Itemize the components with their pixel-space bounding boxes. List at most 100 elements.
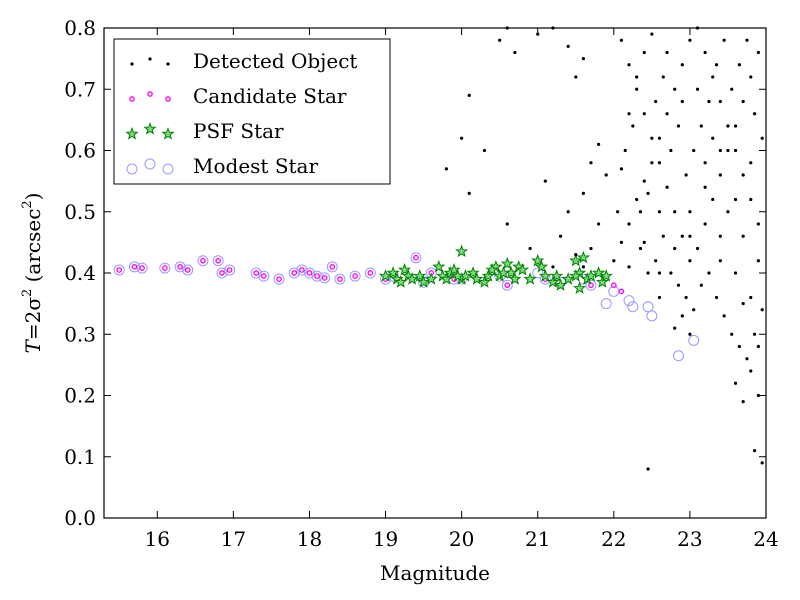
series-1-point-8 xyxy=(219,270,225,276)
series-2-point-37 xyxy=(569,253,583,267)
series-3-point-5 xyxy=(182,264,194,276)
series-1-point-21 xyxy=(367,270,374,276)
series-3-point-10 xyxy=(250,267,262,279)
series-2-point-7 xyxy=(413,269,427,282)
series-2-point-49 xyxy=(496,266,511,279)
series-2-point-12 xyxy=(439,272,454,285)
series-0-point-123 xyxy=(726,210,730,214)
series-0-point-141 xyxy=(718,259,722,263)
series-0-point-134 xyxy=(718,148,722,153)
series-3-point-41 xyxy=(532,267,544,279)
series-0-point-116 xyxy=(635,75,639,79)
series-0-point-115 xyxy=(627,112,631,116)
series-2-point-48 xyxy=(451,269,465,282)
series-1-point-12 xyxy=(276,276,282,282)
series-3-point-30 xyxy=(600,298,612,310)
series-0-point-139 xyxy=(657,271,662,275)
series-0-point-90 xyxy=(760,461,764,465)
x-tick-label-2: 18 xyxy=(297,527,322,551)
series-0-point-6 xyxy=(574,75,578,79)
series-0-point-33 xyxy=(657,136,662,140)
series-2-point-47 xyxy=(485,263,499,276)
series-1-point-3 xyxy=(162,265,168,271)
series-2-point-36 xyxy=(561,272,575,285)
series-0-point-23 xyxy=(596,222,601,226)
series-0-point-36 xyxy=(680,63,684,67)
x-tick-label-5: 21 xyxy=(525,527,550,551)
series-3-point-11 xyxy=(258,270,270,282)
series-0-point-17 xyxy=(581,191,585,195)
series-0-point-137 xyxy=(627,265,631,269)
series-1-point-26 xyxy=(504,282,511,289)
y-label-sigma: =2σ xyxy=(21,297,45,340)
series-0-point-59 xyxy=(711,197,715,202)
series-0-point-127 xyxy=(718,234,722,238)
legend-entry-2: PSF Star xyxy=(125,119,284,143)
legend-marker-0-2 xyxy=(166,62,170,66)
series-2-point-45 xyxy=(569,269,583,282)
series-0-point-24 xyxy=(528,246,532,251)
series-0-point-25 xyxy=(551,265,555,269)
legend-marker-0-0 xyxy=(130,62,134,66)
series-0-point-16 xyxy=(566,210,570,214)
series-0-point-118 xyxy=(650,32,654,36)
series-1-point-5 xyxy=(184,267,191,273)
x-tick-label-3: 19 xyxy=(373,527,398,551)
series-0-point-91 xyxy=(646,467,650,471)
series-0-point-0 xyxy=(498,38,502,42)
series-0-point-94 xyxy=(688,332,692,336)
series-2-point-33 xyxy=(546,275,560,288)
series-3-point-13 xyxy=(288,267,300,279)
series-3-point-35 xyxy=(672,350,684,362)
series-0-point-143 xyxy=(756,344,760,349)
series-0-point-22 xyxy=(589,246,593,251)
series-0-point-121 xyxy=(695,87,700,91)
series-3-point-33 xyxy=(642,301,654,313)
series-0-point-131 xyxy=(673,246,677,251)
series-0-point-48 xyxy=(627,63,631,67)
y-tick-label-7: 0.7 xyxy=(64,77,96,101)
series-2-point-20 xyxy=(477,275,492,288)
series-0-point-32 xyxy=(650,161,654,165)
series-3-point-34 xyxy=(646,310,658,322)
series-0-point-104 xyxy=(699,124,703,128)
series-2-point-41 xyxy=(584,269,598,282)
series-0-point-86 xyxy=(741,400,745,404)
series-3-point-9 xyxy=(224,264,236,276)
series-3-point-26 xyxy=(501,279,513,291)
series-1-point-15 xyxy=(306,270,313,276)
series-0-point-14 xyxy=(543,179,547,183)
series-0-point-39 xyxy=(703,50,707,55)
series-3-point-32 xyxy=(627,301,639,313)
series-0-point-62 xyxy=(733,124,738,128)
series-0-point-27 xyxy=(612,259,616,263)
series-3-point-18 xyxy=(326,261,338,273)
series-0-point-26 xyxy=(581,265,585,269)
series-0-point-68 xyxy=(638,246,643,251)
legend-entry-1: Candidate Star xyxy=(129,84,347,108)
legend-entry-0: Detected Object xyxy=(130,49,357,73)
series-0-point-50 xyxy=(642,112,646,116)
series-3-point-2 xyxy=(136,262,148,274)
legend-marker-0-1 xyxy=(148,57,152,61)
series-0-point-103 xyxy=(692,148,696,153)
series-0-point-5 xyxy=(566,44,570,48)
series-2-point-26 xyxy=(508,272,522,285)
series-0-point-120 xyxy=(680,99,684,104)
y-tick-label-8: 0.8 xyxy=(64,16,96,40)
series-0-point-56 xyxy=(688,259,692,263)
series-0-point-142 xyxy=(741,302,745,306)
series-0-point-138 xyxy=(642,240,646,244)
series-0-point-31 xyxy=(642,179,646,183)
series-1-point-10 xyxy=(253,270,260,276)
series-0-point-65 xyxy=(756,50,760,55)
series-3-point-0 xyxy=(113,264,125,276)
series-0-point-136 xyxy=(749,161,753,165)
series-0-point-11 xyxy=(482,148,487,153)
series-0-point-8 xyxy=(467,93,471,97)
y-label-sup1: 2 xyxy=(20,289,35,297)
legend-marker-3-0 xyxy=(126,163,138,175)
series-1-point-13 xyxy=(291,270,298,276)
series-1-point-7 xyxy=(215,257,221,264)
